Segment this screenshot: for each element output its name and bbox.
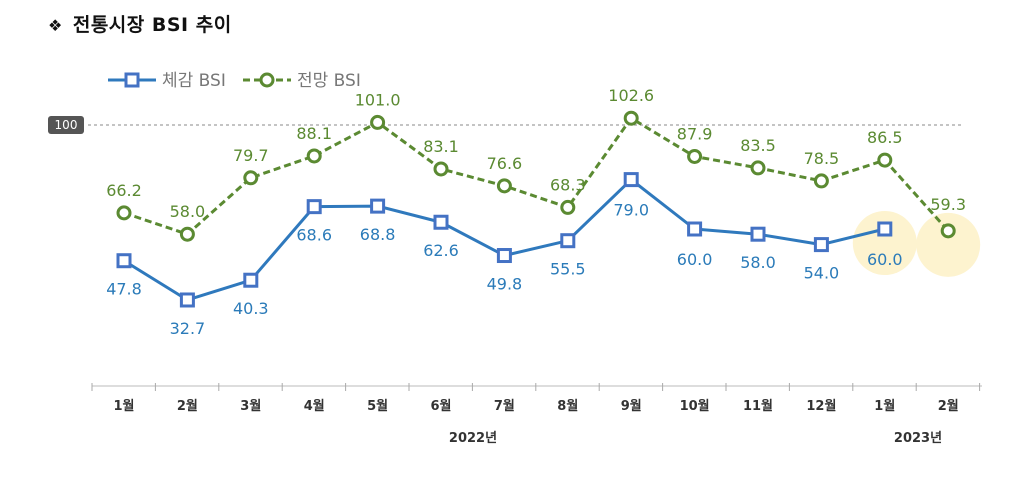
data-label: 86.5 — [867, 128, 903, 147]
data-point-circle — [306, 148, 322, 164]
x-tick-label: 8월 — [557, 398, 578, 414]
x-tick-label: 12월 — [806, 398, 836, 414]
data-point-circle — [433, 161, 449, 177]
data-point-circle — [370, 114, 386, 130]
data-label: 58.0 — [740, 253, 776, 272]
data-label: 102.6 — [608, 86, 654, 105]
chart-title-text: 전통시장 BSI 추이 — [72, 14, 232, 36]
x-tick-label: 1월 — [874, 398, 895, 414]
legend-label-actual: 체감 BSI — [162, 71, 226, 91]
chart-title: ❖ 전통시장 BSI 추이 — [48, 10, 232, 37]
legend-label-forecast: 전망 BSI — [297, 71, 361, 91]
highlight-circle — [852, 211, 917, 275]
data-label: 47.8 — [106, 280, 142, 299]
data-label: 40.3 — [233, 299, 269, 318]
data-point-square — [750, 226, 766, 242]
data-point-square — [306, 199, 322, 215]
data-point-circle — [877, 152, 893, 168]
highlight-circle — [916, 212, 981, 277]
x-tick-label: 7월 — [494, 398, 515, 414]
data-point-square — [687, 221, 703, 237]
data-label: 54.0 — [804, 264, 840, 283]
data-label: 55.5 — [550, 260, 586, 279]
data-label: 68.8 — [360, 225, 396, 244]
data-point-circle — [116, 205, 132, 221]
data-point-circle — [179, 226, 195, 242]
x-tick-label: 9월 — [621, 398, 642, 414]
legend-swatch-square — [124, 72, 140, 88]
year-label: 2022년 — [449, 431, 497, 446]
data-point-square — [813, 237, 829, 253]
x-tick-label: 11월 — [743, 398, 773, 414]
data-label: 32.7 — [170, 319, 206, 338]
data-point-square — [179, 292, 195, 308]
x-tick-label: 2월 — [938, 398, 959, 414]
data-point-square — [877, 221, 893, 237]
data-label: 83.1 — [423, 137, 459, 156]
data-label: 83.5 — [740, 136, 776, 155]
year-label: 2023년 — [894, 431, 942, 446]
x-tick-label: 10월 — [680, 398, 710, 414]
x-tick-label: 3월 — [240, 398, 261, 414]
reference-label: 100 — [55, 118, 78, 132]
data-point-square — [116, 253, 132, 269]
data-point-circle — [813, 173, 829, 189]
reference-label-box — [48, 116, 84, 134]
data-point-square — [433, 214, 449, 230]
data-label: 68.6 — [296, 226, 332, 245]
data-point-circle — [623, 110, 639, 126]
data-label: 87.9 — [677, 124, 713, 143]
data-point-square — [623, 172, 639, 188]
data-label: 78.5 — [804, 149, 840, 168]
data-label: 58.0 — [170, 202, 206, 221]
data-point-square — [370, 198, 386, 214]
data-point-circle — [687, 148, 703, 164]
x-tick-label: 1월 — [113, 398, 134, 414]
data-label: 66.2 — [106, 181, 142, 200]
series-line-forecast — [123, 116, 950, 236]
data-label: 68.3 — [550, 175, 586, 194]
legend-swatch-circle — [259, 72, 275, 88]
data-point-circle — [560, 199, 576, 215]
data-point-circle — [750, 160, 766, 176]
data-label: 79.0 — [613, 201, 649, 220]
data-point-circle — [243, 170, 259, 186]
data-point-square — [243, 272, 259, 288]
data-label: 49.8 — [487, 275, 523, 294]
diamond-bullet-icon: ❖ — [48, 16, 63, 35]
data-label: 79.7 — [233, 146, 269, 165]
data-point-square — [496, 248, 512, 264]
data-label: 76.6 — [487, 154, 523, 173]
data-label: 62.6 — [423, 241, 459, 260]
data-label: 101.0 — [355, 90, 401, 109]
x-tick-label: 4월 — [304, 398, 325, 414]
x-tick-label: 2월 — [177, 398, 198, 414]
data-point-square — [560, 233, 576, 249]
data-label: 60.0 — [867, 250, 903, 269]
data-label: 59.3 — [930, 195, 966, 214]
x-tick-label: 6월 — [430, 398, 451, 414]
data-point-circle — [496, 178, 512, 194]
x-tick-label: 5월 — [367, 398, 388, 414]
data-label: 60.0 — [677, 250, 713, 269]
data-label: 88.1 — [296, 124, 332, 143]
data-point-circle — [940, 223, 956, 239]
